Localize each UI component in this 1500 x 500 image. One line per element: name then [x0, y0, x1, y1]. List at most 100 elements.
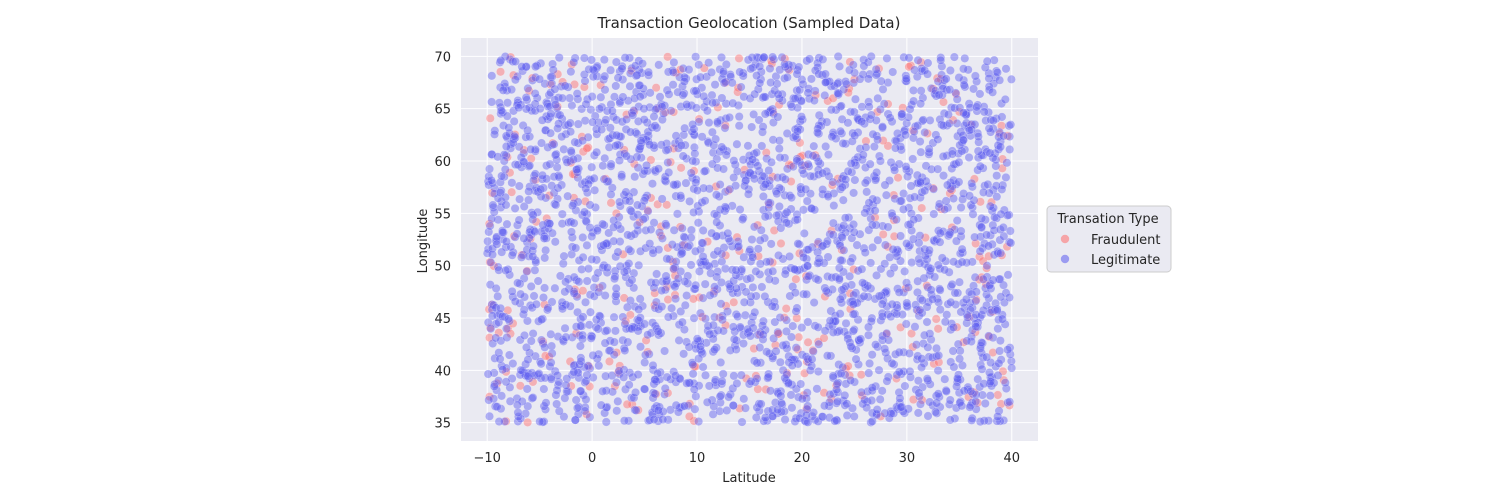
point-legitimate: [585, 307, 595, 317]
point-legitimate: [978, 274, 988, 284]
point-legitimate: [554, 171, 564, 180]
point-legitimate: [915, 305, 925, 315]
point-legitimate: [837, 114, 847, 124]
point-legitimate: [886, 157, 896, 167]
point-fraudulent: [813, 337, 823, 347]
point-fraudulent: [861, 136, 871, 146]
point-legitimate: [987, 239, 997, 249]
point-legitimate: [945, 85, 955, 95]
point-legitimate: [539, 231, 549, 241]
point-legitimate: [637, 201, 647, 211]
point-legitimate: [680, 300, 690, 310]
point-fraudulent: [770, 340, 780, 350]
point-legitimate: [546, 374, 556, 384]
point-legitimate: [671, 377, 681, 387]
point-legitimate: [792, 69, 802, 79]
point-fraudulent: [882, 329, 892, 339]
point-legitimate: [610, 326, 620, 336]
point-legitimate: [972, 77, 982, 87]
point-legitimate: [691, 86, 701, 96]
point-legitimate: [809, 96, 819, 106]
point-legitimate: [818, 168, 828, 178]
point-legitimate: [797, 350, 807, 360]
point-legitimate: [576, 353, 586, 363]
point-legitimate: [934, 351, 944, 360]
point-legitimate: [729, 371, 739, 381]
point-legitimate: [645, 140, 655, 150]
point-legitimate: [631, 405, 641, 415]
point-legitimate: [895, 393, 905, 403]
point-fraudulent: [1004, 400, 1014, 410]
point-legitimate: [834, 326, 844, 336]
point-legitimate: [676, 140, 686, 150]
y-tick-label: 65: [434, 103, 451, 118]
point-legitimate: [487, 214, 497, 224]
point-legitimate: [651, 278, 661, 288]
point-legitimate: [849, 411, 859, 421]
point-legitimate: [962, 258, 972, 268]
point-fraudulent: [928, 183, 938, 193]
point-fraudulent: [703, 237, 712, 247]
point-fraudulent: [689, 166, 699, 176]
point-legitimate: [614, 369, 624, 379]
point-fraudulent: [892, 374, 901, 383]
point-legitimate: [515, 298, 525, 308]
point-legitimate: [969, 313, 979, 323]
point-legitimate: [596, 92, 606, 102]
point-legitimate: [652, 401, 662, 411]
point-legitimate: [661, 271, 671, 281]
point-legitimate: [803, 245, 813, 255]
point-fraudulent: [813, 239, 823, 249]
point-legitimate: [813, 58, 823, 68]
point-legitimate: [915, 392, 924, 401]
legend-marker-fraudulent: [1060, 234, 1070, 244]
point-fraudulent: [577, 132, 587, 142]
point-legitimate: [547, 341, 557, 351]
point-fraudulent: [485, 323, 495, 333]
point-legitimate: [615, 201, 625, 211]
point-legitimate: [584, 174, 594, 184]
point-legitimate: [634, 260, 644, 270]
point-legitimate: [568, 201, 578, 211]
point-fraudulent: [819, 388, 829, 398]
point-legitimate: [976, 360, 986, 370]
point-legitimate: [501, 377, 511, 387]
point-legitimate: [732, 379, 742, 388]
point-legitimate: [835, 241, 845, 251]
point-legitimate: [768, 266, 778, 276]
point-legitimate: [720, 187, 730, 197]
point-fraudulent: [767, 59, 777, 68]
point-fraudulent: [619, 293, 629, 303]
point-legitimate: [988, 116, 998, 126]
point-legitimate: [592, 61, 602, 71]
point-legitimate: [834, 369, 843, 379]
point-legitimate: [524, 195, 534, 205]
point-fraudulent: [650, 288, 660, 298]
point-legitimate: [829, 389, 839, 399]
point-fraudulent: [740, 165, 749, 175]
point-fraudulent: [795, 248, 804, 258]
point-legitimate: [933, 389, 943, 399]
point-legitimate: [735, 205, 745, 215]
point-legitimate: [627, 63, 637, 73]
point-legitimate: [774, 136, 784, 146]
x-tick-label: 10: [689, 451, 706, 466]
point-legitimate: [875, 394, 885, 404]
point-legitimate: [495, 354, 505, 364]
point-legitimate: [569, 155, 579, 164]
point-legitimate: [916, 86, 926, 96]
point-legitimate: [840, 213, 850, 223]
point-legitimate: [916, 177, 925, 187]
point-legitimate: [945, 229, 954, 239]
point-legitimate: [578, 252, 588, 262]
point-legitimate: [833, 90, 843, 100]
point-fraudulent: [828, 93, 838, 103]
point-fraudulent: [808, 346, 818, 355]
point-legitimate: [753, 244, 763, 254]
point-legitimate: [572, 165, 582, 174]
point-legitimate: [873, 93, 883, 103]
point-fraudulent: [670, 290, 680, 300]
point-fraudulent: [697, 312, 707, 322]
point-legitimate: [599, 240, 609, 250]
point-legitimate: [922, 374, 932, 384]
